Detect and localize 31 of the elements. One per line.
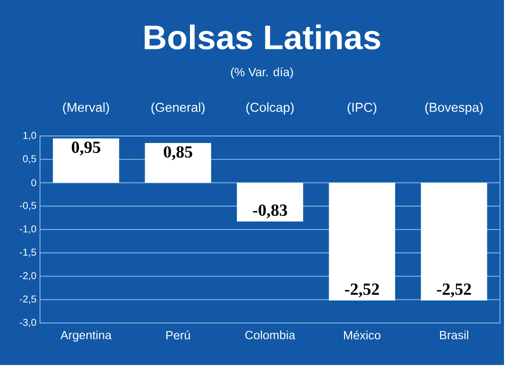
- x-tick-label: México: [344, 330, 380, 340]
- text: (General): [151, 102, 205, 114]
- chart-subtitle: (% Var. día): [231, 67, 293, 79]
- bar: [144, 143, 212, 183]
- text: (Bovespa): [425, 102, 483, 114]
- bar: [420, 182, 488, 301]
- bar: [328, 182, 396, 301]
- y-tick-label: -2,5: [20, 296, 36, 304]
- y-tick-label: -3,0: [20, 318, 36, 328]
- data-label: 0,95: [72, 142, 100, 156]
- x-tick-label: Argentina: [60, 330, 112, 342]
- data-label: 0,85: [164, 146, 192, 160]
- y-tick-label: 0,5: [23, 155, 36, 164]
- bar: [236, 182, 304, 222]
- x-tick-label: Brasil: [440, 330, 468, 340]
- y-tick-label: -2,0: [20, 272, 36, 280]
- y-tick-label: 0: [31, 179, 36, 186]
- text: (Merval): [63, 102, 109, 114]
- data-label: -2,52: [436, 284, 471, 298]
- y-tick-label: -1,5: [20, 248, 36, 257]
- data-label: -0,83: [252, 204, 288, 218]
- x-tick-label: Colombia: [245, 330, 296, 340]
- text: (IPC): [348, 102, 376, 114]
- text: (Colcap): [246, 102, 294, 114]
- data-label: -2,52: [344, 284, 379, 298]
- bar: [52, 138, 120, 183]
- y-tick-label: -0,5: [20, 202, 36, 210]
- x-tick-label: Perú: [166, 330, 190, 340]
- y-tick-label: 1,0: [23, 132, 36, 140]
- chart-title: Bolsas Latinas: [144, 24, 380, 50]
- y-tick-label: -1,0: [20, 225, 36, 234]
